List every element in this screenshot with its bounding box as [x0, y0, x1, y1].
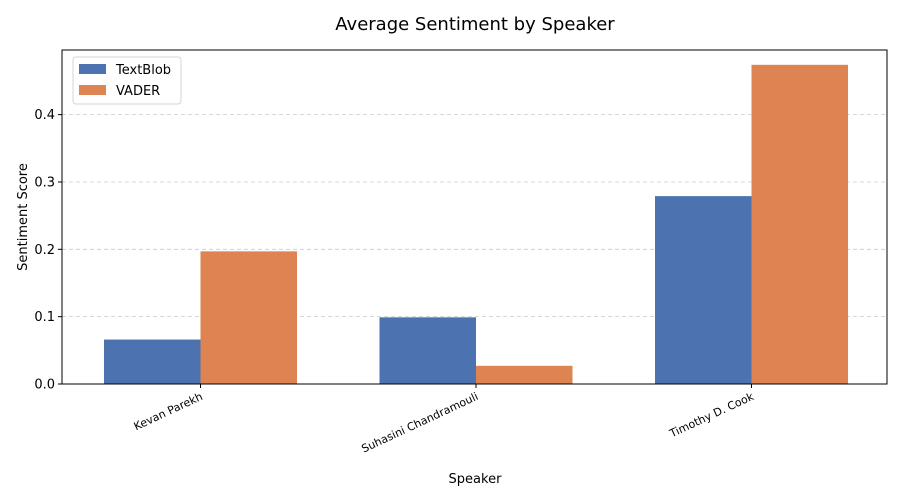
bar-textblob-suhasini-chandramouli [379, 317, 476, 384]
legend-swatch-textblob [79, 64, 106, 74]
legend-swatch-vader [79, 85, 106, 95]
bars [104, 64, 848, 384]
bar-vader-timothy-d-cook [751, 64, 848, 384]
legend-label-vader: VADER [116, 84, 160, 99]
chart-title: Average Sentiment by Speaker [335, 14, 615, 35]
y-tick-label: 0.3 [34, 175, 55, 190]
y-axis-label: Sentiment Score [16, 163, 31, 271]
bar-vader-suhasini-chandramouli [476, 365, 573, 384]
x-axis-label: Speaker [449, 472, 503, 487]
bar-textblob-kevan-parekh [104, 339, 201, 384]
legend: TextBlob VADER [72, 56, 182, 105]
legend-label-textblob: TextBlob [115, 63, 171, 78]
y-tick-label: 0.2 [34, 243, 55, 258]
bar-textblob-timothy-d-cook [655, 196, 752, 384]
plot-frame [61, 49, 888, 385]
y-tick-label: 0.4 [34, 108, 55, 123]
y-tick-label: 0.0 [34, 378, 55, 393]
y-axis: 0.0 0.1 0.2 0.3 0.4 [34, 108, 62, 393]
bar-vader-kevan-parekh [200, 251, 297, 384]
y-tick-label: 0.1 [34, 310, 55, 325]
